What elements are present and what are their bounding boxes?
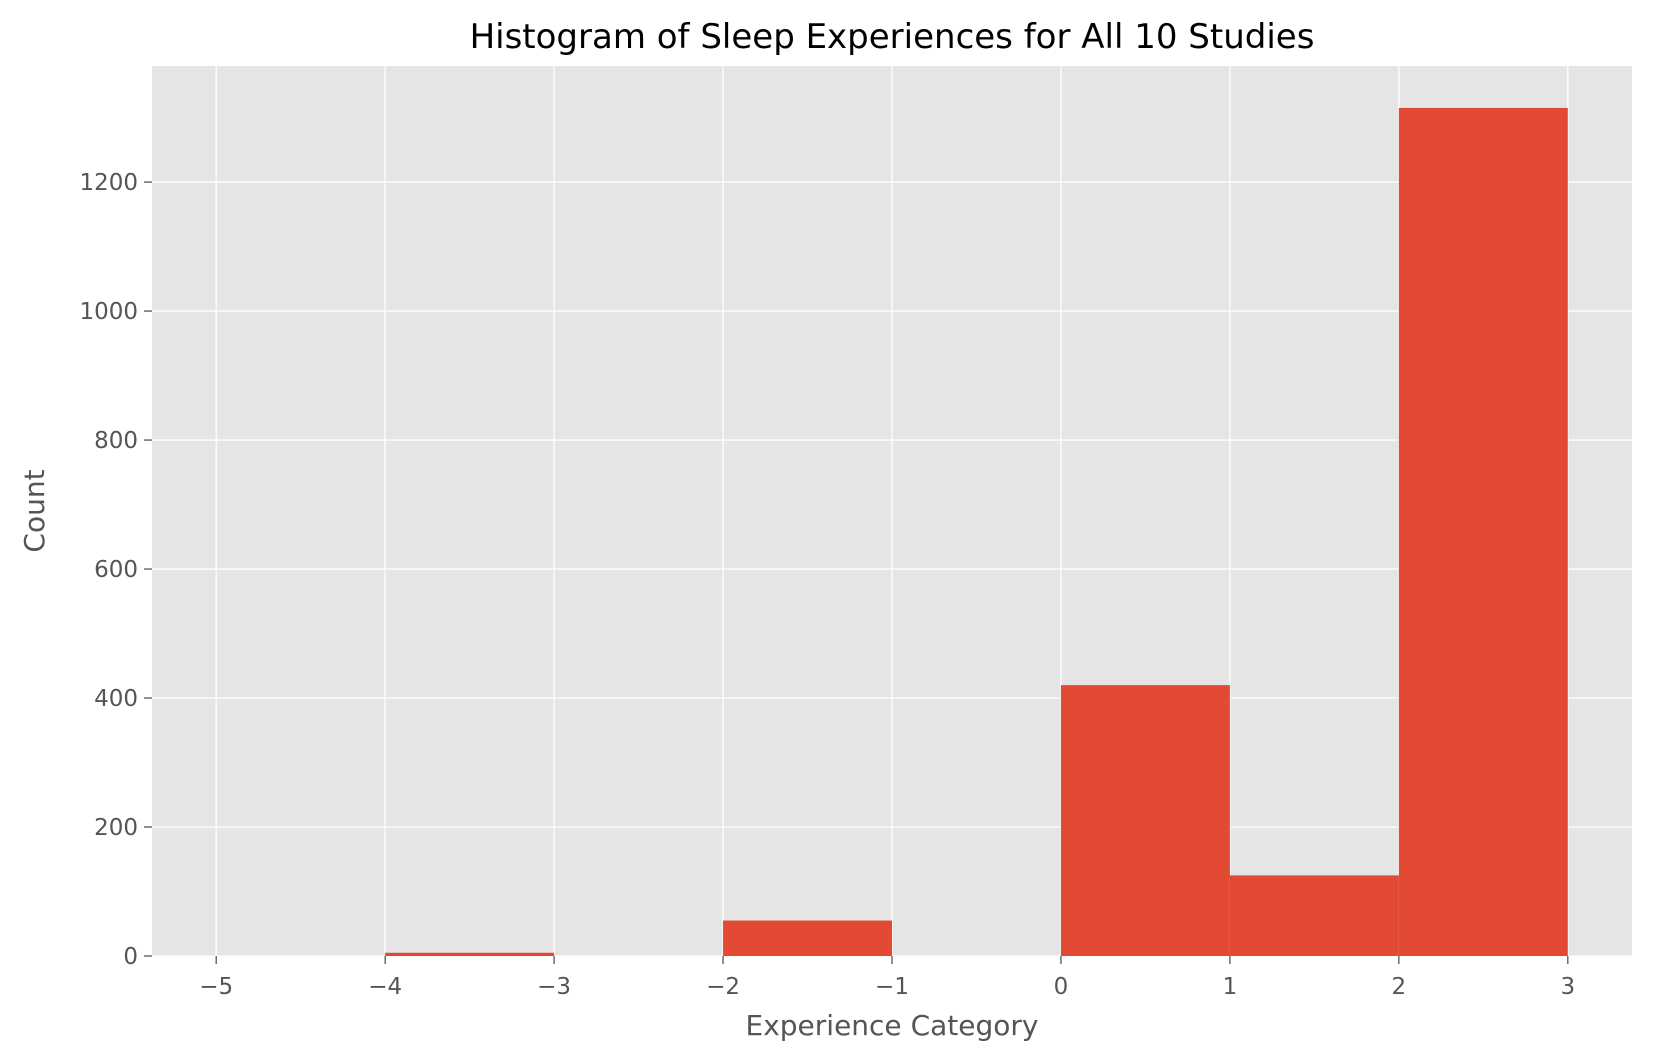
y-tick-label: 1200	[79, 170, 138, 196]
histogram-bar	[723, 920, 892, 956]
y-axis-label: Count	[18, 469, 51, 552]
x-tick-label: −1	[875, 974, 909, 1000]
x-tick-label: 0	[1054, 974, 1069, 1000]
y-tick-label: 400	[94, 686, 138, 712]
y-tick-label: 200	[94, 815, 138, 841]
y-tick-label: 800	[94, 428, 138, 454]
x-tick-label: 2	[1392, 974, 1407, 1000]
x-tick-label: 3	[1560, 974, 1575, 1000]
x-tick-label: −3	[537, 974, 571, 1000]
histogram-bar	[1060, 685, 1230, 956]
x-tick-label: 1	[1223, 974, 1238, 1000]
histogram-bar	[1398, 107, 1568, 956]
x-axis-ticks: −5 −4 −3 −2 −1 0 1 2 3	[199, 956, 1575, 1000]
histogram-bars	[385, 107, 1568, 956]
x-tick-label: −5	[199, 974, 233, 1000]
y-tick-label: 1000	[79, 299, 138, 325]
histogram-bar	[385, 952, 555, 956]
y-tick-label: 600	[94, 557, 138, 583]
y-axis-ticks: 0 200 400 600 800 1000 1200	[79, 170, 152, 970]
chart-title: Histogram of Sleep Experiences for All 1…	[470, 17, 1315, 57]
x-tick-label: −4	[368, 974, 402, 1000]
x-tick-label: −2	[706, 974, 740, 1000]
x-axis-label: Experience Category	[746, 1009, 1039, 1042]
y-tick-label: 0	[123, 944, 138, 970]
histogram-bar	[1229, 875, 1399, 956]
